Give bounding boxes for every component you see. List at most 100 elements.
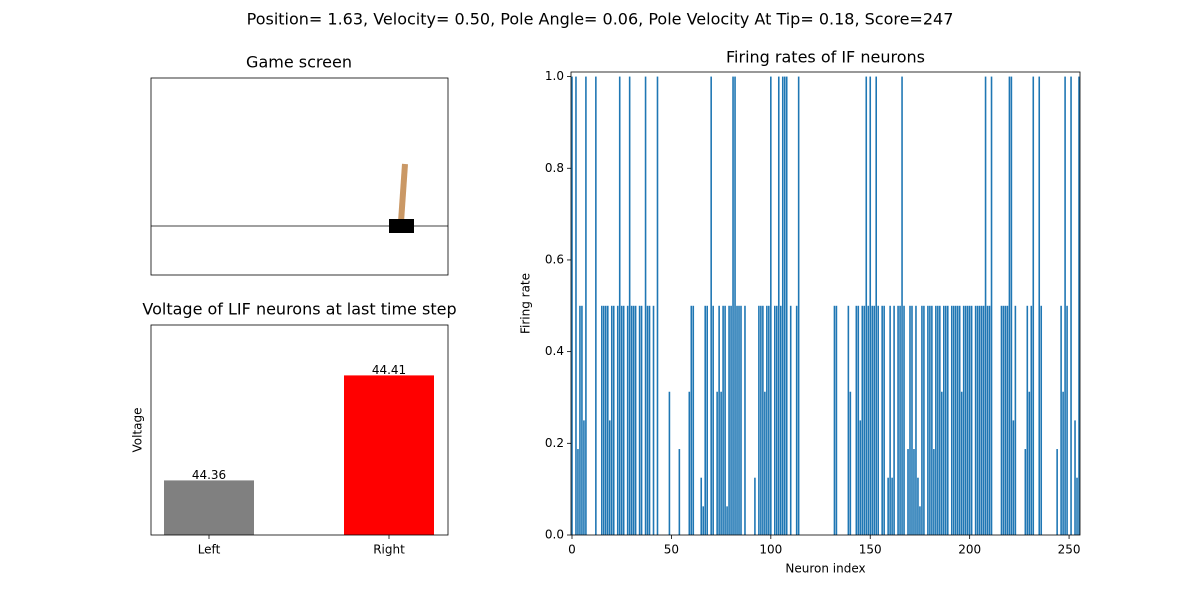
bar <box>1062 391 1064 535</box>
bar <box>734 76 736 535</box>
bar <box>766 305 768 535</box>
bar <box>931 305 933 535</box>
bar <box>644 76 647 535</box>
bar <box>978 305 981 535</box>
y-tick-label: 0.4 <box>545 344 564 358</box>
bar <box>575 76 577 535</box>
bar <box>1014 305 1017 535</box>
bar <box>1070 76 1072 535</box>
bar <box>1066 305 1068 535</box>
bar <box>933 449 935 535</box>
bar <box>873 305 876 535</box>
bar <box>919 506 921 535</box>
bar <box>795 305 798 535</box>
bar <box>1078 76 1080 535</box>
bar <box>877 305 879 535</box>
bar <box>632 305 635 535</box>
bar <box>1012 420 1015 535</box>
panel-title: Game screen <box>246 53 352 72</box>
bar <box>724 305 726 535</box>
bar <box>1030 305 1033 535</box>
bar <box>571 76 573 535</box>
bar <box>603 305 605 535</box>
bar <box>950 305 953 535</box>
bar <box>927 305 929 535</box>
game-panel: Game screen <box>150 53 449 276</box>
bar <box>939 305 941 535</box>
bar <box>730 305 732 535</box>
bar <box>859 420 862 535</box>
bar <box>1060 305 1062 535</box>
bar <box>718 305 720 535</box>
bar <box>585 76 587 535</box>
y-tick-label: 0.0 <box>545 528 564 542</box>
bar <box>893 305 895 535</box>
frame <box>150 324 449 536</box>
bar <box>626 305 629 535</box>
bar <box>762 305 764 535</box>
bar <box>702 506 705 535</box>
bar <box>789 305 792 535</box>
bar <box>775 305 778 535</box>
bar <box>970 305 973 535</box>
bar <box>849 391 852 535</box>
bar <box>164 480 254 535</box>
bar <box>726 506 728 535</box>
bar <box>678 449 681 535</box>
bar <box>855 305 858 535</box>
bar <box>861 305 864 535</box>
y-tick-label: 0.8 <box>545 161 564 175</box>
bar <box>1028 391 1031 535</box>
bar <box>863 305 866 535</box>
bar <box>958 305 961 535</box>
bar <box>980 305 983 535</box>
bar <box>891 477 893 535</box>
bar <box>913 449 915 535</box>
x-tick-label: 200 <box>958 543 981 557</box>
y-axis-label: Voltage <box>131 407 145 452</box>
bar <box>869 76 872 535</box>
bar <box>770 76 772 535</box>
bar <box>847 305 850 535</box>
x-tick-label: Left <box>198 543 221 557</box>
bar <box>899 305 901 535</box>
bar <box>946 305 949 535</box>
bar <box>1040 305 1043 535</box>
bar <box>911 305 913 535</box>
bar <box>704 305 707 535</box>
bar <box>1002 305 1005 535</box>
bar <box>712 305 714 535</box>
bar <box>956 305 959 535</box>
bar <box>606 305 609 535</box>
bar <box>1008 76 1011 535</box>
bar <box>738 305 740 535</box>
game-screen <box>151 78 448 275</box>
bar <box>652 305 655 535</box>
x-tick-label: 100 <box>759 543 782 557</box>
bar <box>768 305 770 535</box>
bar <box>744 305 746 535</box>
bar <box>952 305 955 535</box>
x-tick-label: Right <box>373 543 405 557</box>
x-tick-label: 50 <box>664 543 679 557</box>
bar <box>628 76 631 535</box>
y-tick-label: 0.6 <box>545 252 564 266</box>
bar <box>915 305 917 535</box>
bar <box>785 76 788 535</box>
bar <box>710 76 712 535</box>
bar <box>990 76 993 535</box>
bar <box>1038 76 1041 535</box>
bar <box>907 449 909 535</box>
bar <box>706 305 708 535</box>
bar <box>344 375 434 535</box>
bar <box>583 420 585 535</box>
bar <box>736 305 738 535</box>
bar <box>917 477 919 535</box>
y-tick-label: 1.0 <box>545 69 564 83</box>
bar <box>897 305 899 535</box>
bar <box>688 391 691 535</box>
bar <box>954 305 957 535</box>
bar <box>630 305 633 535</box>
bar <box>943 305 945 535</box>
